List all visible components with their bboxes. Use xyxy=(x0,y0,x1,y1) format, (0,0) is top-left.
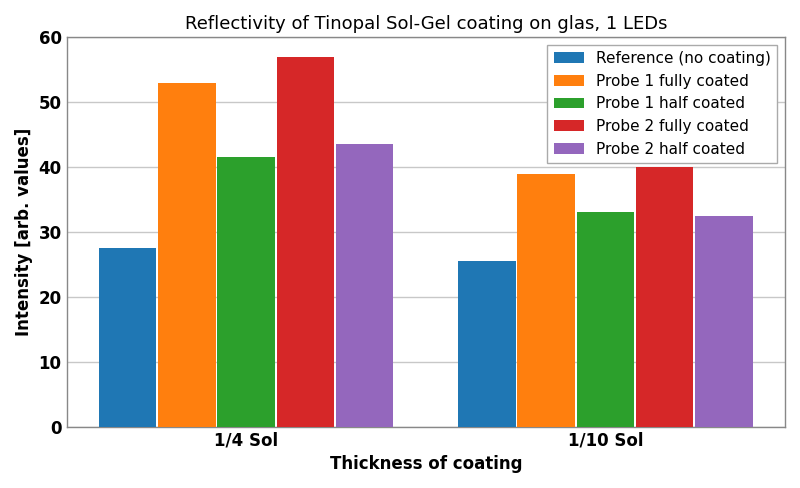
Bar xyxy=(518,174,575,427)
X-axis label: Thickness of coating: Thickness of coating xyxy=(330,455,522,473)
Legend: Reference (no coating), Probe 1 fully coated, Probe 1 half coated, Probe 2 fully: Reference (no coating), Probe 1 fully co… xyxy=(547,45,778,163)
Bar xyxy=(458,261,515,427)
Bar xyxy=(695,216,753,427)
Bar xyxy=(636,167,694,427)
Bar xyxy=(277,57,334,427)
Bar xyxy=(577,212,634,427)
Title: Reflectivity of Tinopal Sol-Gel coating on glas, 1 LEDs: Reflectivity of Tinopal Sol-Gel coating … xyxy=(185,15,667,33)
Bar xyxy=(158,83,216,427)
Bar xyxy=(218,157,275,427)
Y-axis label: Intensity [arb. values]: Intensity [arb. values] xyxy=(15,128,33,336)
Bar xyxy=(99,248,156,427)
Bar xyxy=(336,144,394,427)
